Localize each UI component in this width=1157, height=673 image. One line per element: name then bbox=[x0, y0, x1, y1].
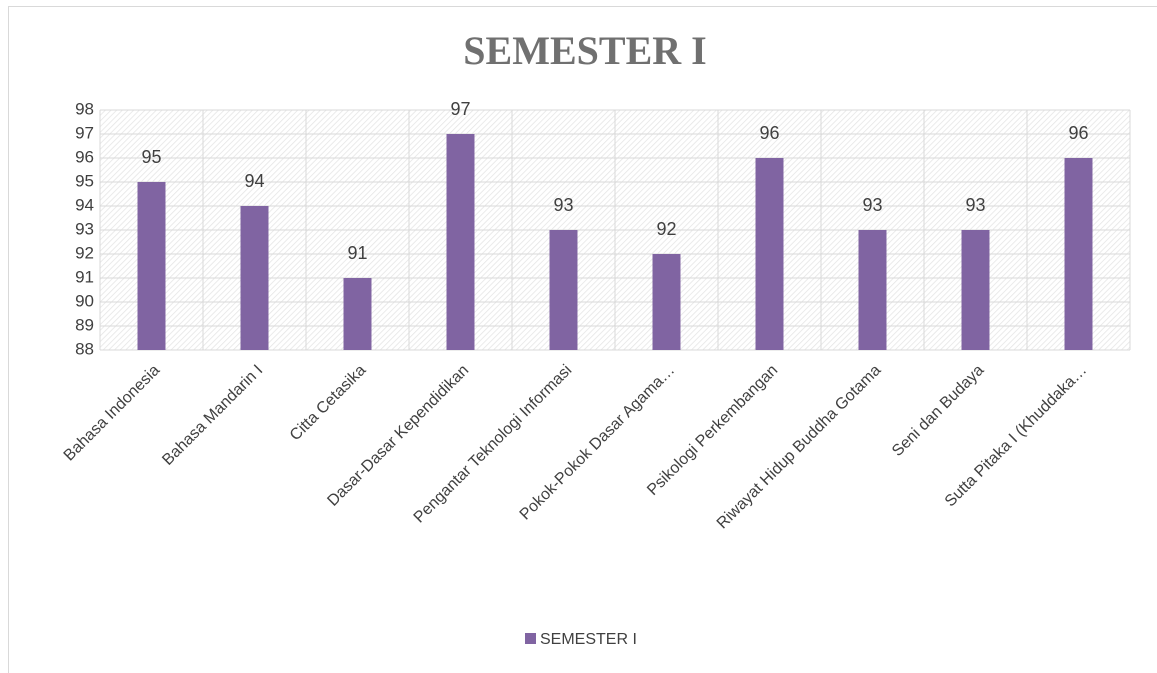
y-tick-label: 96 bbox=[75, 147, 94, 166]
data-label: 95 bbox=[141, 147, 161, 167]
y-tick-label: 92 bbox=[75, 243, 94, 262]
data-label: 91 bbox=[347, 243, 367, 263]
y-tick-label: 98 bbox=[75, 99, 94, 118]
data-label: 96 bbox=[1068, 123, 1088, 143]
bar bbox=[1064, 158, 1093, 350]
bar bbox=[549, 230, 578, 350]
bar bbox=[240, 206, 269, 350]
bar bbox=[961, 230, 990, 350]
x-tick-label: Bahasa Indonesia bbox=[61, 362, 164, 465]
bar bbox=[343, 278, 372, 350]
legend-label: SEMESTER I bbox=[540, 631, 637, 648]
data-label: 92 bbox=[656, 219, 676, 239]
x-tick-label: Citta Cetasika bbox=[287, 362, 370, 445]
x-tick-label: Riwayat Hidup Buddha Gotama bbox=[714, 362, 885, 533]
chart-title: SEMESTER I bbox=[463, 28, 706, 73]
bar bbox=[755, 158, 784, 350]
bar bbox=[652, 254, 681, 350]
y-tick-label: 93 bbox=[75, 219, 94, 238]
y-tick-label: 90 bbox=[75, 291, 94, 310]
y-tick-label: 91 bbox=[75, 267, 94, 286]
y-tick-label: 97 bbox=[75, 123, 94, 142]
data-label: 96 bbox=[759, 123, 779, 143]
y-tick-label: 88 bbox=[75, 339, 94, 358]
y-tick-label: 89 bbox=[75, 315, 94, 334]
data-label: 93 bbox=[965, 195, 985, 215]
y-tick-label: 94 bbox=[75, 195, 94, 214]
bar bbox=[858, 230, 887, 350]
bar bbox=[137, 182, 166, 350]
bar bbox=[446, 134, 475, 350]
x-tick-label: Seni dan Budaya bbox=[889, 362, 987, 460]
data-label: 93 bbox=[862, 195, 882, 215]
chart-frame bbox=[8, 6, 1157, 673]
y-tick-label: 95 bbox=[75, 171, 94, 190]
data-label: 94 bbox=[244, 171, 264, 191]
data-label: 97 bbox=[450, 99, 470, 119]
x-tick-label: Bahasa Mandarin I bbox=[159, 362, 266, 469]
data-label: 93 bbox=[553, 195, 573, 215]
legend-swatch bbox=[525, 633, 536, 644]
